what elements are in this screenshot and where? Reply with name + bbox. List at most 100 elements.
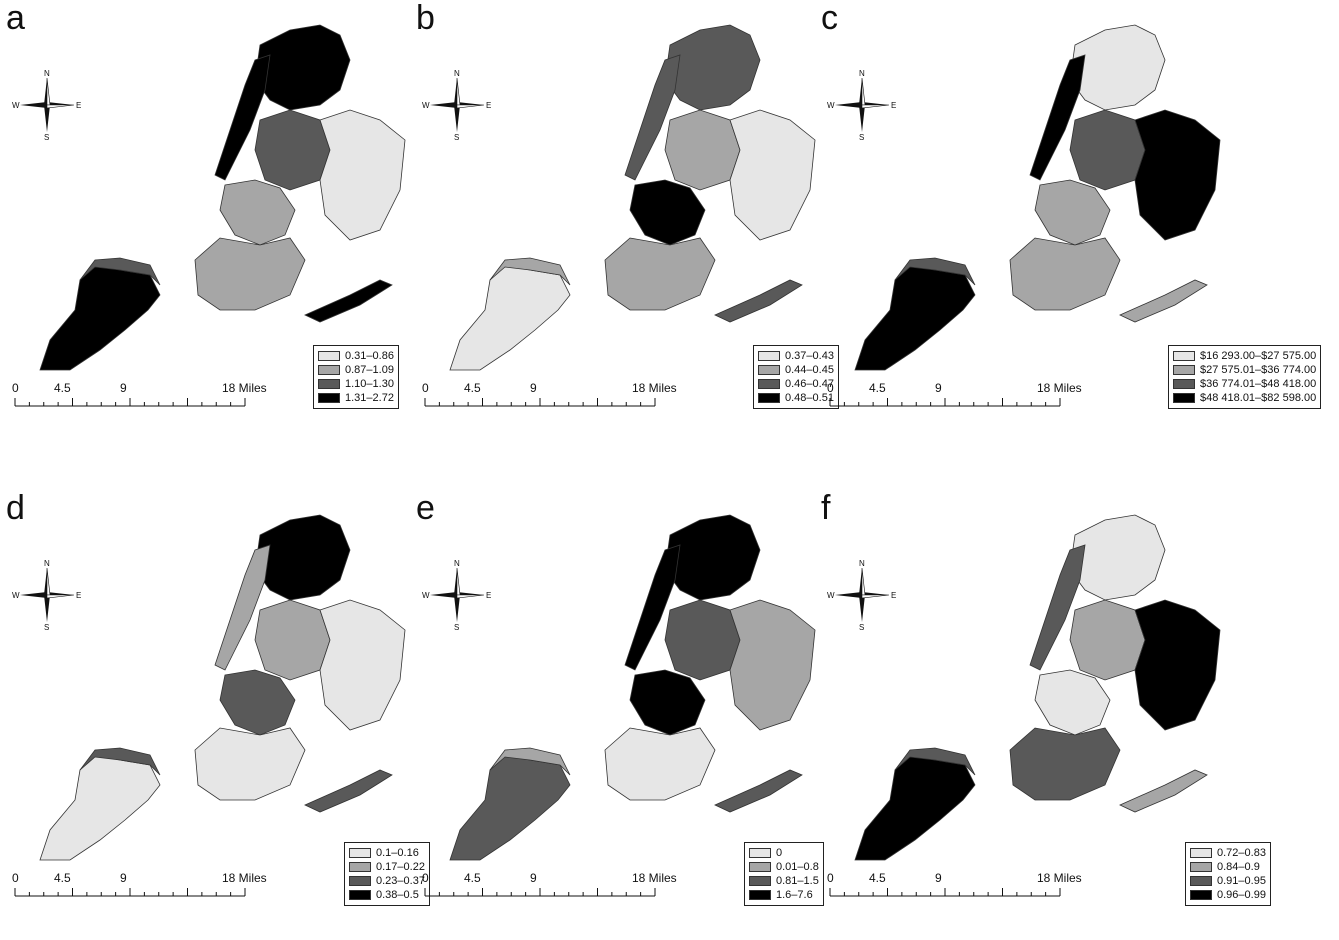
map-panel-e: e N S E W: [410, 489, 850, 930]
nyc-choropleth-map: [854, 514, 1221, 861]
legend-swatch: [758, 365, 780, 375]
region-manhattan: [624, 544, 681, 671]
legend-label: 0.1–0.16: [376, 847, 419, 859]
region-brooklyn-north: [219, 669, 296, 736]
map-panel-a: a N S E W: [0, 0, 440, 440]
region-staten-island: [854, 754, 976, 861]
scale-label-9: 9: [935, 871, 942, 885]
compass-rose-icon: N S E W: [12, 70, 81, 140]
legend-item: 0.1–0.16: [349, 846, 425, 860]
scale-bar: 0 4.5 9 18 Miles: [422, 381, 677, 407]
legend-item: 0.87–1.09: [318, 363, 394, 377]
scale-label-0: 0: [12, 381, 19, 395]
scale-bar: 0 4.5 9 18 Miles: [12, 381, 267, 407]
region-rockaway: [714, 769, 803, 813]
region-queens-east: [1134, 599, 1221, 731]
compass-e: E: [891, 101, 896, 110]
compass-n: N: [44, 560, 50, 568]
legend-label: $48 418.01–$82 598.00: [1200, 392, 1317, 404]
legend-swatch: [1190, 890, 1212, 900]
legend-item: $48 418.01–$82 598.00: [1173, 391, 1316, 405]
legend-label: 0.23–0.37: [376, 875, 425, 887]
legend-swatch: [318, 393, 340, 403]
map-panel-d: d N S E W: [0, 489, 440, 930]
region-staten-island-north: [489, 257, 571, 286]
legend-label: 0.96–0.99: [1217, 889, 1266, 901]
region-staten-island-north: [79, 747, 161, 776]
scale-label-18-miles: 18 Miles: [222, 381, 267, 395]
legend-swatch: [349, 862, 371, 872]
scale-bar: 0 4.5 9 18 Miles: [827, 381, 1082, 407]
region-bronx: [664, 514, 761, 601]
legend-swatch: [1173, 393, 1195, 403]
scale-label-18-miles: 18 Miles: [632, 871, 677, 885]
legend-item: 0.17–0.22: [349, 860, 425, 874]
scale-bar: 0 4.5 9 18 Miles: [12, 871, 267, 897]
legend-item: 0.31–0.86: [318, 349, 394, 363]
legend-swatch: [758, 379, 780, 389]
map-panel-f: f N S E W: [815, 489, 1271, 930]
region-queens-west: [254, 599, 331, 681]
legend-swatch: [1190, 862, 1212, 872]
region-staten-island-north: [894, 747, 976, 776]
legend-item: 0.38–0.5: [349, 888, 425, 902]
legend-label: 1.31–2.72: [345, 392, 394, 404]
panel-letter: e: [416, 489, 435, 527]
region-brooklyn-south: [604, 727, 716, 801]
compass-n: N: [44, 70, 50, 78]
legend-swatch: [349, 848, 371, 858]
legend-swatch: [1190, 848, 1212, 858]
region-brooklyn-south: [194, 237, 306, 311]
legend-item: 0.96–0.99: [1190, 888, 1266, 902]
region-bronx: [1069, 514, 1166, 601]
legend-label: 0.81–1.5: [776, 875, 819, 887]
scale-label-0: 0: [422, 381, 429, 395]
scale-label-9: 9: [120, 381, 127, 395]
legend-item: 0.01–0.8: [749, 860, 819, 874]
compass-e: E: [891, 591, 896, 600]
region-queens-east: [319, 599, 406, 731]
scale-label-4-5: 4.5: [54, 381, 71, 395]
legend-label: $16 293.00–$27 575.00: [1200, 350, 1317, 362]
legend-item: 0.37–0.43: [758, 349, 834, 363]
region-brooklyn-north: [219, 179, 296, 246]
region-staten-island: [854, 264, 976, 371]
panel-letter: f: [821, 489, 831, 527]
compass-e: E: [486, 591, 491, 600]
region-bronx: [664, 24, 761, 111]
compass-s: S: [44, 133, 49, 140]
region-staten-island: [449, 754, 571, 861]
legend-swatch: [749, 848, 771, 858]
region-rockaway: [1119, 279, 1208, 323]
legend-label: 0.31–0.86: [345, 350, 394, 362]
legend-item: 0.81–1.5: [749, 874, 819, 888]
legend-label: 0.01–0.8: [776, 861, 819, 873]
legend-swatch: [349, 876, 371, 886]
region-staten-island: [39, 754, 161, 861]
legend-label: 0.48–0.51: [785, 392, 834, 404]
scale-label-9: 9: [530, 871, 537, 885]
legend-swatch: [1173, 351, 1195, 361]
scale-label-9: 9: [120, 871, 127, 885]
legend-item: 1.10–1.30: [318, 377, 394, 391]
nyc-choropleth-map: [449, 514, 816, 861]
legend-item: 0.72–0.83: [1190, 846, 1266, 860]
scale-label-4-5: 4.5: [54, 871, 71, 885]
region-queens-west: [664, 109, 741, 191]
legend-item: 0: [749, 846, 819, 860]
scale-bar: 0 4.5 9 18 Miles: [827, 871, 1082, 897]
map-legend: $16 293.00–$27 575.00 $27 575.01–$36 774.…: [1168, 345, 1322, 409]
region-rockaway: [304, 769, 393, 813]
region-rockaway: [1119, 769, 1208, 813]
region-brooklyn-south: [1009, 727, 1121, 801]
region-queens-west: [254, 109, 331, 191]
compass-e: E: [486, 101, 491, 110]
map-legend: 0.1–0.16 0.17–0.22 0.23–0.37 0.38–0.5: [344, 842, 430, 906]
region-staten-island-north: [79, 257, 161, 286]
scale-label-9: 9: [935, 381, 942, 395]
legend-swatch: [749, 890, 771, 900]
scale-label-18-miles: 18 Miles: [1037, 381, 1082, 395]
legend-label: 0.37–0.43: [785, 350, 834, 362]
region-bronx: [254, 514, 351, 601]
legend-label: 0.91–0.95: [1217, 875, 1266, 887]
